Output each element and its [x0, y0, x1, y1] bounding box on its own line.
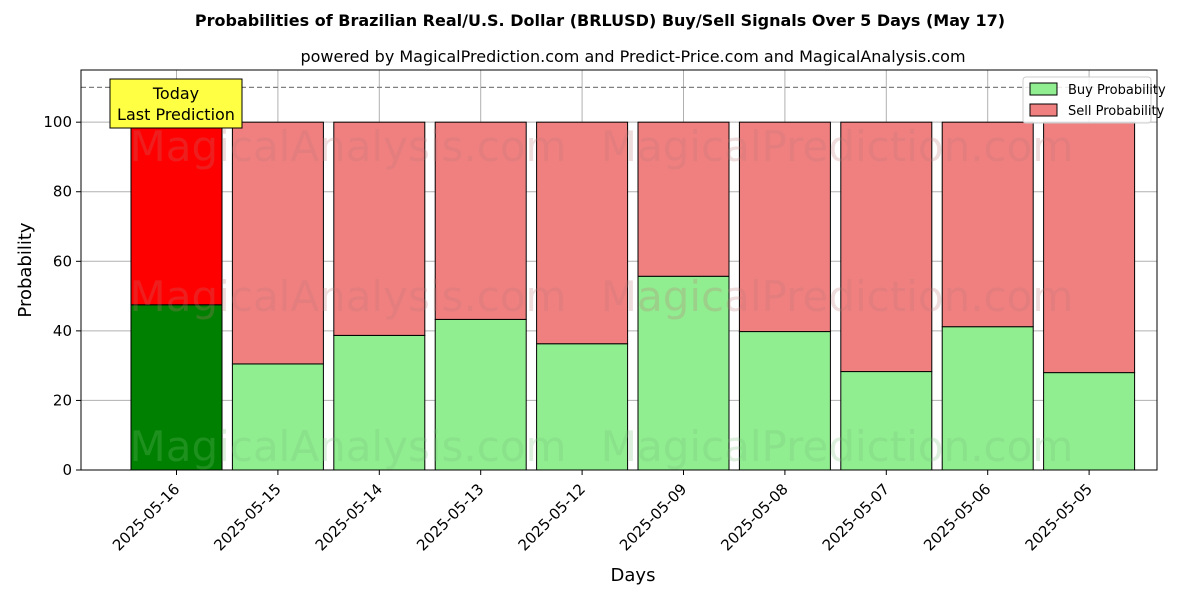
legend: Buy Probability Sell Probability: [1022, 76, 1166, 124]
sell-bar: [333, 121, 426, 336]
x-tick-label: 2025-05-15: [210, 480, 284, 554]
buy-bar: [333, 334, 426, 471]
sell-bar: [1043, 121, 1136, 374]
today-annotation: Today Last Prediction: [109, 78, 243, 129]
legend-label-buy: Buy Probability: [1068, 83, 1166, 98]
x-tick-label: 2025-05-14: [312, 480, 386, 554]
x-tick-label: 2025-05-13: [413, 480, 487, 554]
sell-bar: [434, 121, 527, 320]
buy-bar: [1043, 372, 1136, 471]
annotation-line-1: Today: [152, 84, 199, 103]
watermark-text: MagicalPrediction.com: [601, 272, 1074, 321]
annotation-box: [109, 78, 243, 129]
legend-swatch-buy: [1029, 82, 1058, 96]
watermark-text: MagicalPrediction.com: [601, 422, 1074, 471]
buy-bar: [738, 331, 831, 471]
buy-bar: [941, 326, 1034, 471]
buy-bar: [434, 318, 527, 471]
x-tick-label: 2025-05-09: [616, 480, 690, 554]
chart-title: Probabilities of Brazilian Real/U.S. Dol…: [195, 11, 1005, 30]
y-tick-label: 80: [53, 183, 72, 201]
sell-bar: [840, 121, 933, 373]
watermark-text: MagicalAnalysis.com: [130, 122, 567, 171]
watermark-text: MagicalAnalysis.com: [130, 422, 567, 471]
plot-frame: [80, 69, 1158, 471]
legend-swatch-sell: [1029, 103, 1058, 117]
sell-bar: [738, 121, 831, 333]
y-axis: 0 20 40 60 80 100: [43, 113, 81, 479]
y-tick-label: 60: [53, 252, 72, 270]
watermark-text: MagicalAnalysis.com: [130, 272, 567, 321]
x-tick-label: 2025-05-07: [819, 480, 893, 554]
x-tick-label: 2025-05-06: [920, 480, 994, 554]
y-axis-label: Probability: [15, 222, 36, 317]
sell-bar: [941, 121, 1034, 328]
legend-label-sell: Sell Probability: [1068, 104, 1165, 119]
y-tick-label: 100: [43, 113, 72, 131]
sell-bar: [536, 121, 629, 345]
sell-bar: [130, 121, 223, 306]
annotation-line-2: Last Prediction: [117, 105, 235, 124]
x-tick-label: 2025-05-05: [1022, 480, 1096, 554]
buy-bar: [637, 275, 730, 471]
y-tick-label: 40: [53, 322, 72, 340]
watermark-text: MagicalPrediction.com: [601, 122, 1074, 171]
chart-subtitle: powered by MagicalPrediction.com and Pre…: [300, 47, 965, 66]
x-tick-label: 2025-05-08: [717, 480, 791, 554]
y-tick-label: 0: [62, 461, 72, 479]
sell-bar: [231, 121, 324, 365]
x-tick-label: 2025-05-16: [109, 480, 183, 554]
buy-bar: [130, 304, 223, 471]
x-tick-label: 2025-05-12: [515, 480, 589, 554]
bars: [130, 121, 1136, 471]
buy-bar: [840, 371, 933, 471]
sell-bar: [637, 121, 730, 277]
x-axis-label: Days: [611, 565, 656, 586]
x-axis: 2025-05-16 2025-05-15 2025-05-14 2025-05-13…: [109, 470, 1096, 554]
buy-bar: [536, 343, 629, 471]
watermarks: MagicalAnalysis.com MagicalPrediction.com…: [130, 122, 1074, 471]
y-tick-label: 20: [53, 391, 72, 409]
